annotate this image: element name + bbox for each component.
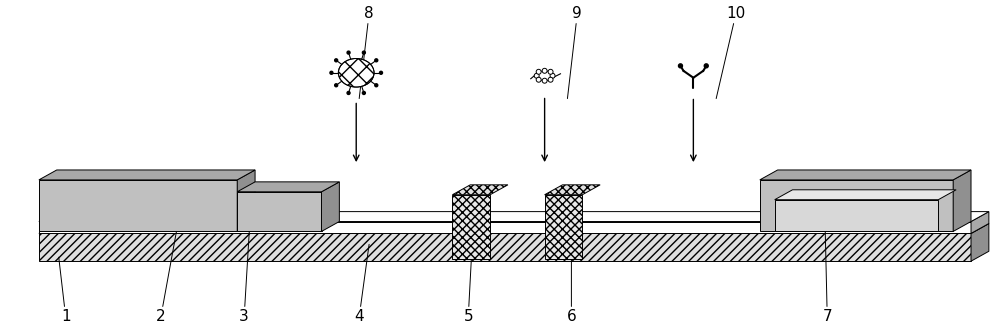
Polygon shape — [39, 170, 255, 180]
Polygon shape — [237, 192, 322, 231]
Circle shape — [375, 59, 378, 62]
Circle shape — [347, 51, 350, 54]
Circle shape — [335, 59, 338, 62]
Circle shape — [362, 51, 365, 54]
Text: 4: 4 — [354, 244, 369, 324]
Text: 1: 1 — [59, 257, 70, 324]
Polygon shape — [39, 221, 971, 233]
Polygon shape — [39, 180, 237, 231]
Ellipse shape — [338, 59, 374, 87]
Polygon shape — [237, 170, 255, 231]
Text: 7: 7 — [822, 231, 832, 324]
Polygon shape — [953, 170, 971, 231]
Polygon shape — [39, 233, 971, 261]
Circle shape — [380, 71, 382, 74]
Circle shape — [542, 78, 547, 83]
Polygon shape — [775, 190, 956, 200]
Polygon shape — [545, 185, 600, 195]
Circle shape — [548, 77, 553, 82]
Polygon shape — [545, 195, 582, 259]
Polygon shape — [760, 170, 971, 180]
Circle shape — [704, 64, 708, 68]
Text: 2: 2 — [156, 224, 178, 324]
Circle shape — [362, 91, 365, 94]
Polygon shape — [775, 200, 938, 231]
Text: 6: 6 — [567, 242, 576, 324]
Polygon shape — [322, 182, 339, 231]
Circle shape — [534, 73, 539, 78]
Circle shape — [550, 73, 555, 78]
Text: 8: 8 — [359, 6, 374, 99]
Polygon shape — [971, 223, 989, 261]
Circle shape — [536, 77, 541, 82]
Polygon shape — [39, 212, 989, 221]
Polygon shape — [452, 195, 490, 259]
Text: 3: 3 — [239, 217, 250, 324]
Text: 5: 5 — [463, 242, 473, 324]
Polygon shape — [760, 180, 953, 231]
Circle shape — [347, 91, 350, 94]
Polygon shape — [452, 185, 508, 195]
Circle shape — [542, 68, 547, 73]
Text: 10: 10 — [716, 6, 746, 99]
Circle shape — [678, 64, 682, 68]
Circle shape — [335, 84, 338, 87]
Ellipse shape — [537, 71, 553, 81]
Circle shape — [548, 69, 553, 74]
Polygon shape — [39, 223, 989, 233]
Polygon shape — [237, 182, 339, 192]
Circle shape — [536, 69, 541, 74]
Polygon shape — [971, 212, 989, 233]
Circle shape — [375, 84, 378, 87]
Circle shape — [330, 71, 333, 74]
Text: 9: 9 — [567, 6, 582, 99]
